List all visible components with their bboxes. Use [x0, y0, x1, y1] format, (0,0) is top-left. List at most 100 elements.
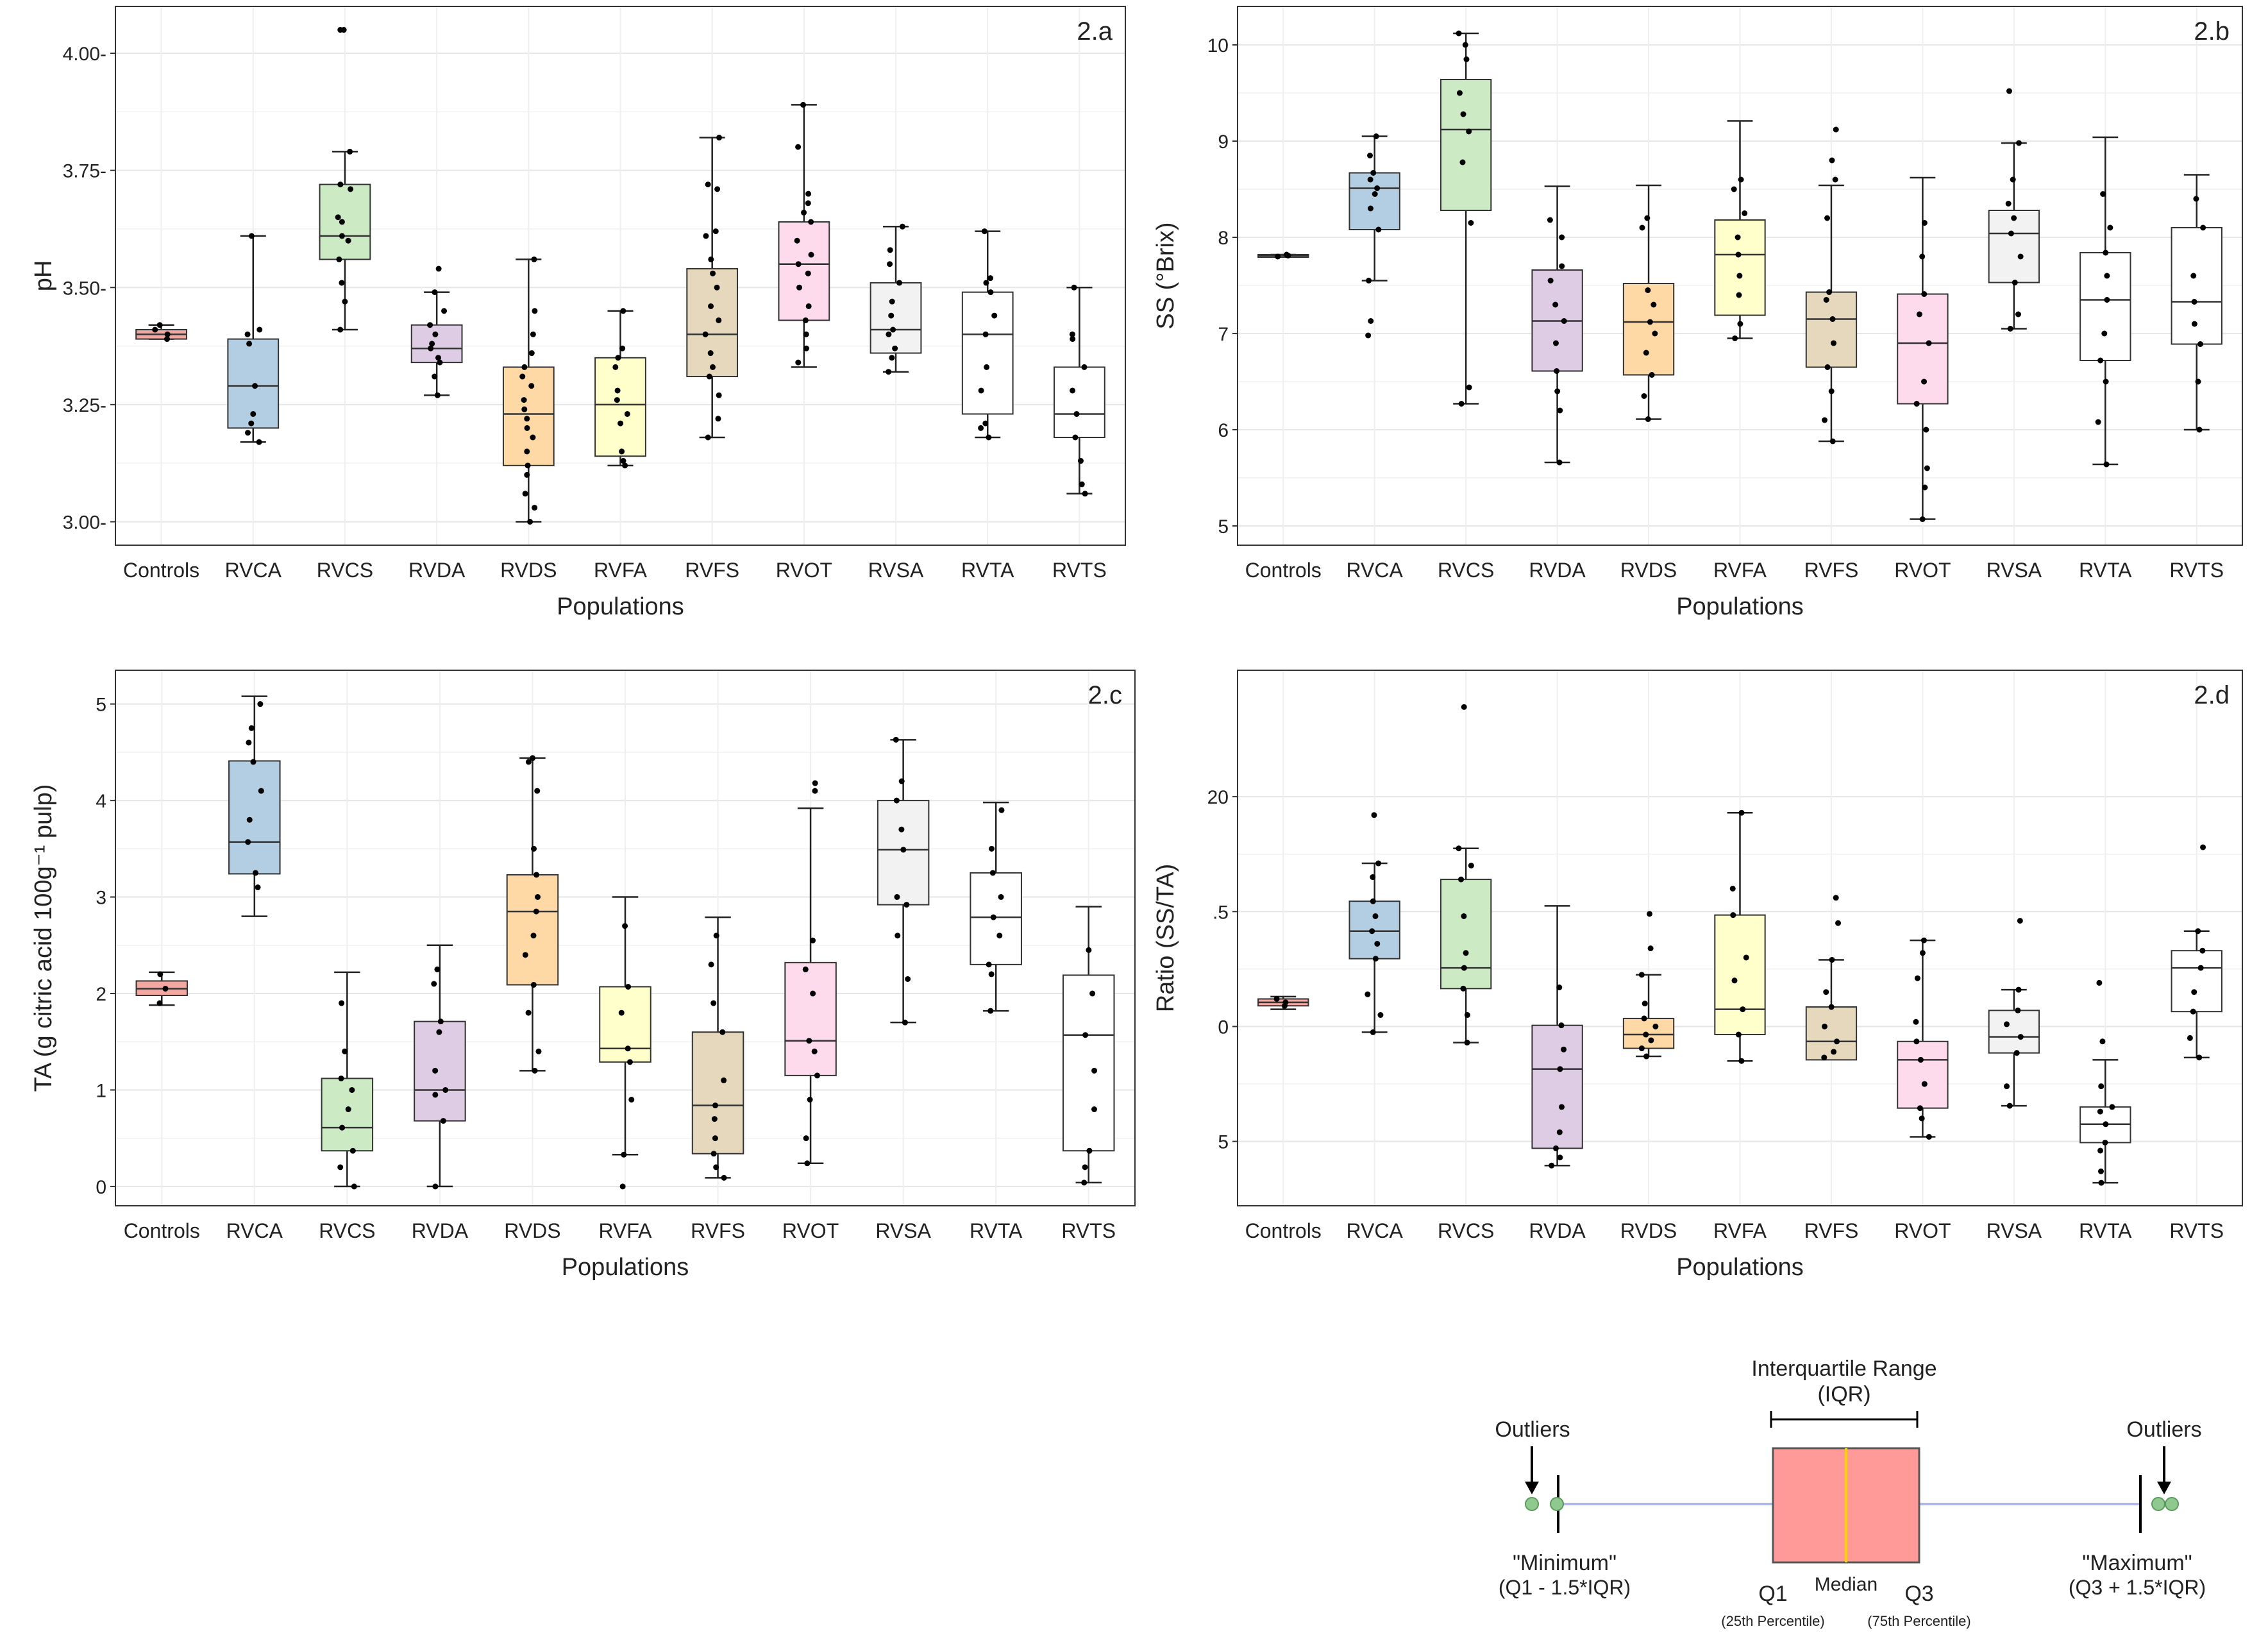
data-point: [1461, 704, 1467, 710]
y-tick-label: 20: [1207, 787, 1229, 808]
data-point: [1926, 1133, 1932, 1140]
box-iqr: [1622, 283, 1675, 376]
data-point: [2187, 1035, 2193, 1041]
data-point: [978, 387, 984, 394]
data-point: [2017, 1034, 2024, 1040]
data-point: [2015, 986, 2022, 993]
data-point: [1558, 1104, 1565, 1110]
data-point: [1738, 809, 1745, 816]
data-point: [1556, 459, 1563, 466]
box-iqr: [1805, 291, 1858, 368]
data-point: [796, 284, 803, 291]
data-point: [2095, 419, 2101, 425]
box-iqr: [784, 961, 837, 1076]
panel-label: 2.c: [1088, 681, 1122, 709]
box-iqr: [1714, 219, 1766, 316]
y-tick-label: 0: [96, 1177, 106, 1198]
data-point: [164, 331, 171, 337]
data-point: [339, 280, 345, 286]
data-point: [1549, 1162, 1555, 1169]
minimum-label: "Minimum": [1513, 1551, 1617, 1575]
data-point: [339, 233, 345, 239]
plot-frame: [1237, 670, 2243, 1206]
data-point: [986, 434, 992, 441]
data-point: [622, 462, 628, 469]
data-point: [162, 985, 169, 992]
data-point: [812, 788, 818, 794]
data-point: [432, 289, 438, 296]
x-tick-label: RVDA: [408, 559, 466, 582]
data-point: [2099, 1038, 2106, 1045]
data-point: [533, 872, 540, 878]
data-point: [427, 322, 433, 328]
data-point: [524, 471, 530, 478]
data-point: [892, 345, 898, 351]
x-tick-label: RVDS: [1620, 559, 1677, 582]
box-iqr: [691, 1031, 744, 1154]
data-point: [432, 1183, 439, 1190]
data-point: [710, 364, 716, 370]
box-rvot: [1897, 176, 1949, 522]
x-tick-label: RVTA: [2079, 1219, 2132, 1242]
data-point: [1822, 1023, 1828, 1029]
data-point: [618, 1010, 625, 1016]
data-point: [1070, 387, 1076, 394]
x-tick-label: Controls: [124, 1219, 200, 1242]
data-point: [624, 410, 630, 417]
data-point: [802, 966, 809, 972]
data-point: [1921, 291, 1928, 297]
data-point: [524, 448, 530, 455]
y-tick-label: 3.75-: [63, 161, 106, 182]
data-point: [2103, 1121, 2109, 1128]
data-point: [989, 870, 996, 876]
maximum-formula: (Q3 + 1.5*IQR): [2069, 1576, 2206, 1599]
data-point: [2195, 928, 2201, 934]
data-point: [1082, 1032, 1089, 1038]
box-iqr: [1714, 914, 1766, 1036]
data-point: [983, 280, 989, 286]
data-point: [258, 788, 264, 794]
data-point: [898, 778, 905, 784]
data-point: [801, 209, 807, 216]
data-point: [525, 462, 531, 469]
data-point: [811, 1048, 818, 1054]
x-tick-label: RVCS: [319, 1219, 375, 1242]
x-tick-label: RVCA: [226, 1219, 283, 1242]
x-axis-title: Populations: [1676, 1254, 1804, 1281]
y-tick-label: 5: [1218, 1132, 1229, 1153]
x-tick-label: RVDA: [1529, 559, 1586, 582]
data-point: [1914, 975, 1920, 981]
data-point: [888, 312, 895, 319]
y-axis-title: Ratio (SS/TA): [1152, 864, 1179, 1013]
maximum-label: "Maximum": [2082, 1551, 2192, 1575]
panel-2c: 0 1 2 3 4 5 Controls RVCA RVCS RVDA RVDS RVFA RVFS RV…: [30, 670, 1136, 1281]
data-point: [721, 1174, 727, 1181]
data-point: [803, 1135, 809, 1142]
data-point: [1069, 331, 1075, 337]
data-point: [1923, 427, 1929, 433]
data-point: [1648, 1037, 1654, 1044]
data-point: [1462, 42, 1468, 48]
box-rvsa: [877, 736, 930, 1026]
y-tick-label: 3.00-: [63, 512, 106, 533]
box-iqr: [1897, 1040, 1949, 1109]
x-tick-label: RVSA: [1987, 1219, 2042, 1242]
data-point: [437, 1019, 444, 1025]
data-point: [534, 788, 541, 794]
data-point: [1826, 289, 1833, 295]
box-rvfs: [1805, 895, 1858, 1061]
panel-label: 2.a: [1077, 17, 1113, 46]
data-point: [711, 1116, 718, 1122]
data-point: [619, 345, 626, 351]
data-point: [248, 725, 255, 731]
data-point: [899, 223, 905, 230]
data-point: [527, 518, 533, 525]
data-point: [1645, 287, 1651, 293]
data-point: [256, 439, 262, 445]
box-rvts: [2171, 844, 2222, 1061]
data-point: [625, 1045, 631, 1052]
box-rvot: [784, 780, 837, 1167]
outlier-right-1: [2151, 1497, 2165, 1511]
x-tick-label: RVTS: [1052, 559, 1107, 582]
data-point: [253, 870, 259, 876]
